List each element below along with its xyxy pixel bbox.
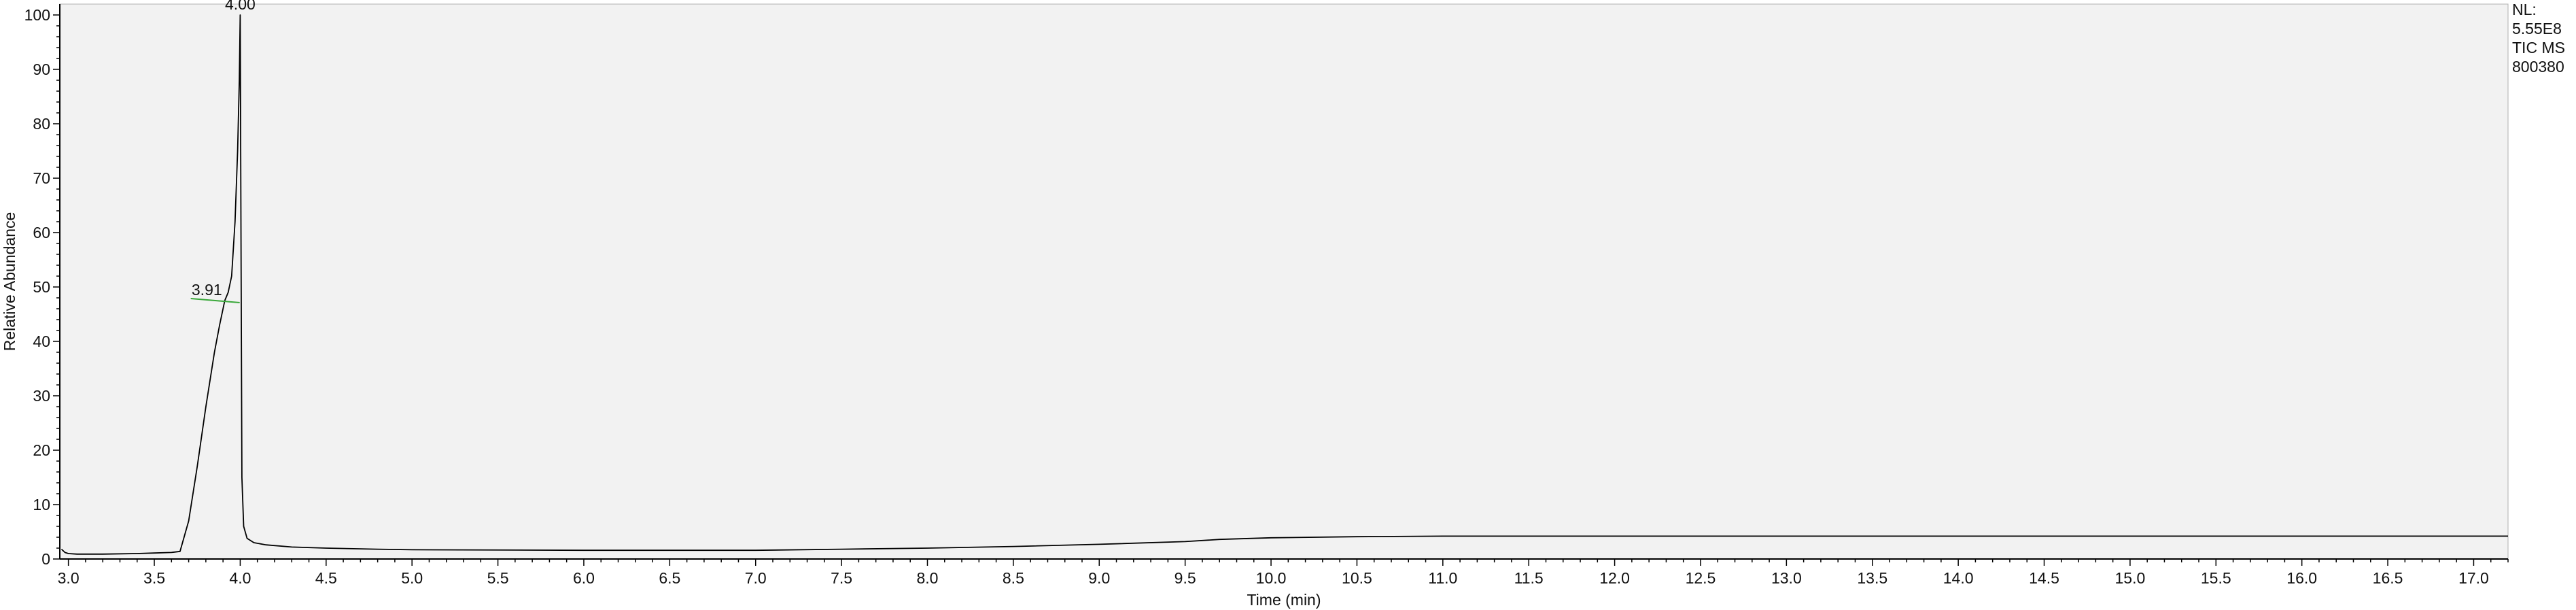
info-box: NL: 5.55E8 TIC MS 800380 <box>2512 1 2565 75</box>
x-tick-label: 12.0 <box>1599 569 1630 587</box>
x-tick-label: 13.5 <box>1857 569 1887 587</box>
x-tick-label: 4.5 <box>315 569 337 587</box>
x-tick-label: 8.0 <box>917 569 939 587</box>
x-tick-label: 5.0 <box>401 569 423 587</box>
x-tick-label: 6.0 <box>573 569 595 587</box>
tic-trace-line <box>60 14 2508 555</box>
x-tick-label: 15.0 <box>2115 569 2146 587</box>
y-tick-label: 30 <box>33 387 50 405</box>
y-tick-label: 0 <box>41 550 50 568</box>
x-tick-label: 12.5 <box>1686 569 1716 587</box>
peak-label: 3.91 <box>192 281 222 299</box>
x-tick-label: 11.5 <box>1514 569 1544 587</box>
y-tick-label: 90 <box>33 61 50 78</box>
x-tick-label: 7.5 <box>831 569 852 587</box>
y-tick-label: 100 <box>24 6 50 24</box>
y-axis-ticks: 0 10 20 30 40 50 60 70 80 90 100 <box>24 6 60 568</box>
y-tick-label: 70 <box>33 169 50 187</box>
x-tick-label: 10.0 <box>1256 569 1287 587</box>
info-line: 800380 <box>2512 58 2564 75</box>
peak-marker-line <box>190 298 240 303</box>
x-tick-label: 9.0 <box>1088 569 1110 587</box>
y-tick-label: 10 <box>33 496 50 513</box>
x-tick-label: 11.0 <box>1428 569 1457 587</box>
info-line: 5.55E8 <box>2512 20 2562 37</box>
x-tick-label: 9.5 <box>1174 569 1196 587</box>
x-tick-label: 5.5 <box>487 569 509 587</box>
x-tick-label: 6.5 <box>659 569 680 587</box>
x-tick-label: 4.0 <box>229 569 251 587</box>
x-tick-label: 3.5 <box>143 569 165 587</box>
y-tick-label: 80 <box>33 115 50 133</box>
x-tick-label: 15.5 <box>2201 569 2231 587</box>
x-axis-title: Time (min) <box>1247 591 1321 609</box>
x-tick-label: 7.0 <box>745 569 767 587</box>
y-tick-label: 50 <box>33 278 50 296</box>
y-tick-label: 40 <box>33 333 50 350</box>
info-line: TIC MS <box>2512 39 2565 56</box>
x-tick-label: 13.0 <box>1771 569 1802 587</box>
x-tick-label: 16.0 <box>2286 569 2317 587</box>
info-line: NL: <box>2512 1 2537 18</box>
x-axis-ticks: 3.0 3.5 4.0 4.5 5.0 5.5 6.0 6.5 7.0 7.5 8.0 8.5 9.0 9… <box>58 559 2509 587</box>
peak-labels: 4.00 3.91 <box>190 0 256 303</box>
x-tick-label: 16.5 <box>2373 569 2403 587</box>
plot-background <box>59 3 2509 560</box>
x-tick-label: 17.0 <box>2458 569 2489 587</box>
x-tick-label: 8.5 <box>1003 569 1024 587</box>
y-axis-title: Relative Abundance <box>1 212 18 352</box>
x-tick-label: 14.0 <box>1943 569 1974 587</box>
x-tick-label: 3.0 <box>58 569 80 587</box>
y-tick-label: 20 <box>33 441 50 459</box>
x-tick-label: 10.5 <box>1342 569 1372 587</box>
y-tick-label: 60 <box>33 224 50 241</box>
peak-label: 4.00 <box>225 0 256 13</box>
x-tick-label: 14.5 <box>2029 569 2059 587</box>
